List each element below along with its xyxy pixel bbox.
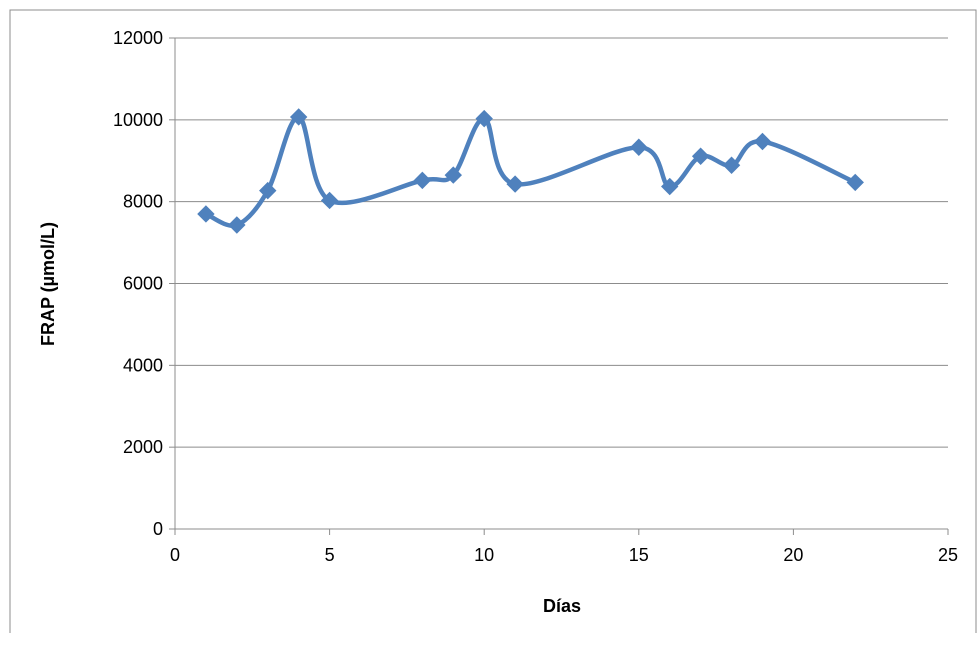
x-tick-label: 25 xyxy=(938,545,958,565)
y-tick-label: 2000 xyxy=(123,437,163,457)
data-point-marker xyxy=(691,147,710,165)
data-point-marker xyxy=(475,109,493,128)
x-tick-label: 10 xyxy=(474,545,494,565)
data-point-marker xyxy=(228,216,246,234)
y-tick-label: 8000 xyxy=(123,192,163,212)
series-line xyxy=(203,114,858,228)
data-point-marker xyxy=(846,173,864,192)
data-point-marker xyxy=(320,191,339,210)
y-tick-label: 6000 xyxy=(123,274,163,294)
data-point-marker xyxy=(289,108,308,126)
x-tick-label: 20 xyxy=(783,545,803,565)
data-point-marker xyxy=(661,177,679,196)
x-tick-label: 15 xyxy=(629,545,649,565)
x-tick-label: 0 xyxy=(170,545,180,565)
chart-border xyxy=(9,9,977,633)
x-tick-label: 5 xyxy=(325,545,335,565)
data-point-marker xyxy=(506,175,524,193)
data-point-marker xyxy=(413,171,432,190)
x-axis-title: Días xyxy=(543,596,581,616)
y-tick-label: 12000 xyxy=(113,28,163,48)
data-point-marker xyxy=(753,132,772,151)
y-tick-label: 10000 xyxy=(113,110,163,130)
y-tick-label: 0 xyxy=(153,519,163,539)
data-point-marker xyxy=(630,138,648,156)
gridlines xyxy=(175,37,948,448)
axes xyxy=(169,37,949,535)
data-point-marker xyxy=(722,156,741,174)
data-point-marker xyxy=(259,181,277,200)
data-point-marker xyxy=(197,205,215,223)
series-layer xyxy=(197,108,864,234)
y-tick-labels: 0 2000 4000 6000 8000 10000 12000 xyxy=(113,28,163,539)
y-axis-title: FRAP (µmol/L) xyxy=(38,222,58,346)
data-point-marker xyxy=(444,166,462,184)
x-tick-labels: 0 5 10 15 20 25 xyxy=(170,545,958,565)
y-tick-label: 4000 xyxy=(123,355,163,375)
